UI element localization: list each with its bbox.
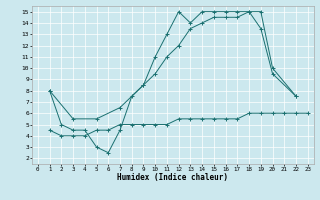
X-axis label: Humidex (Indice chaleur): Humidex (Indice chaleur) <box>117 173 228 182</box>
